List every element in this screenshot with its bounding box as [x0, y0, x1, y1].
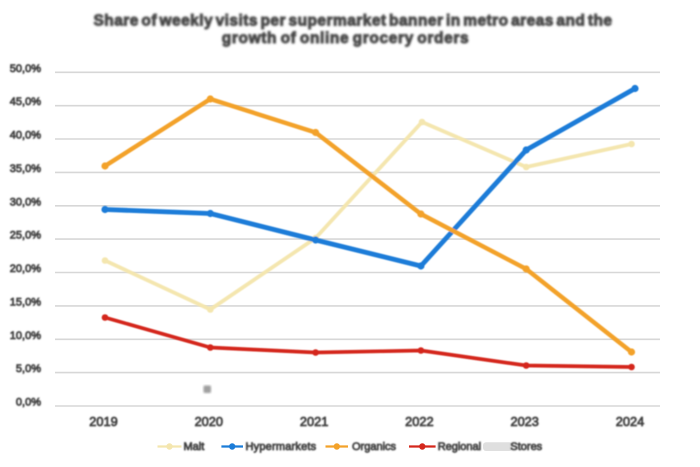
- svg-text:2019: 2019: [89, 414, 117, 429]
- svg-text:Regional: Regional: [438, 441, 481, 453]
- svg-text:2021: 2021: [300, 414, 328, 429]
- svg-text:2024: 2024: [616, 414, 644, 429]
- svg-text:growth of online grocery order: growth of online grocery orders: [222, 30, 469, 47]
- svg-text:Malt: Malt: [184, 441, 205, 453]
- svg-text:45,0%: 45,0%: [10, 96, 41, 108]
- svg-text:2022: 2022: [405, 414, 433, 429]
- svg-text:35,0%: 35,0%: [10, 163, 41, 175]
- svg-text:30,0%: 30,0%: [10, 196, 41, 208]
- svg-text:15,0%: 15,0%: [10, 296, 41, 308]
- svg-text:0,0%: 0,0%: [16, 397, 41, 409]
- svg-text:Hypermarkets: Hypermarkets: [246, 441, 317, 453]
- svg-text:2023: 2023: [510, 414, 538, 429]
- svg-text:50,0%: 50,0%: [10, 63, 41, 75]
- svg-text:Share of weekly visits per sup: Share of weekly visits per supermarket b…: [94, 13, 613, 30]
- svg-text:10,0%: 10,0%: [10, 330, 41, 342]
- svg-text:5,0%: 5,0%: [16, 363, 41, 375]
- svg-text:25,0%: 25,0%: [10, 230, 41, 242]
- svg-text:40,0%: 40,0%: [10, 130, 41, 142]
- svg-text:20,0%: 20,0%: [10, 263, 41, 275]
- svg-text:2020: 2020: [195, 414, 223, 429]
- svg-text:Organics: Organics: [352, 441, 397, 453]
- svg-text:Stores: Stores: [510, 441, 542, 453]
